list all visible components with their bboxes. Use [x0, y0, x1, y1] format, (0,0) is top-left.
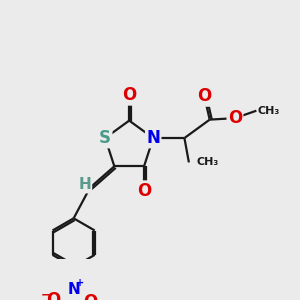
- Text: O: O: [197, 87, 212, 105]
- Text: S: S: [99, 129, 111, 147]
- Text: −: −: [41, 289, 52, 300]
- Text: O: O: [137, 182, 151, 200]
- Text: +: +: [76, 278, 84, 288]
- Text: O: O: [122, 86, 136, 104]
- Text: CH₃: CH₃: [196, 158, 219, 167]
- Text: N: N: [146, 129, 160, 147]
- Text: O: O: [83, 293, 97, 300]
- Text: N: N: [67, 282, 80, 297]
- Text: H: H: [78, 177, 91, 192]
- Text: O: O: [46, 291, 60, 300]
- Text: O: O: [228, 109, 242, 127]
- Text: CH₃: CH₃: [258, 106, 280, 116]
